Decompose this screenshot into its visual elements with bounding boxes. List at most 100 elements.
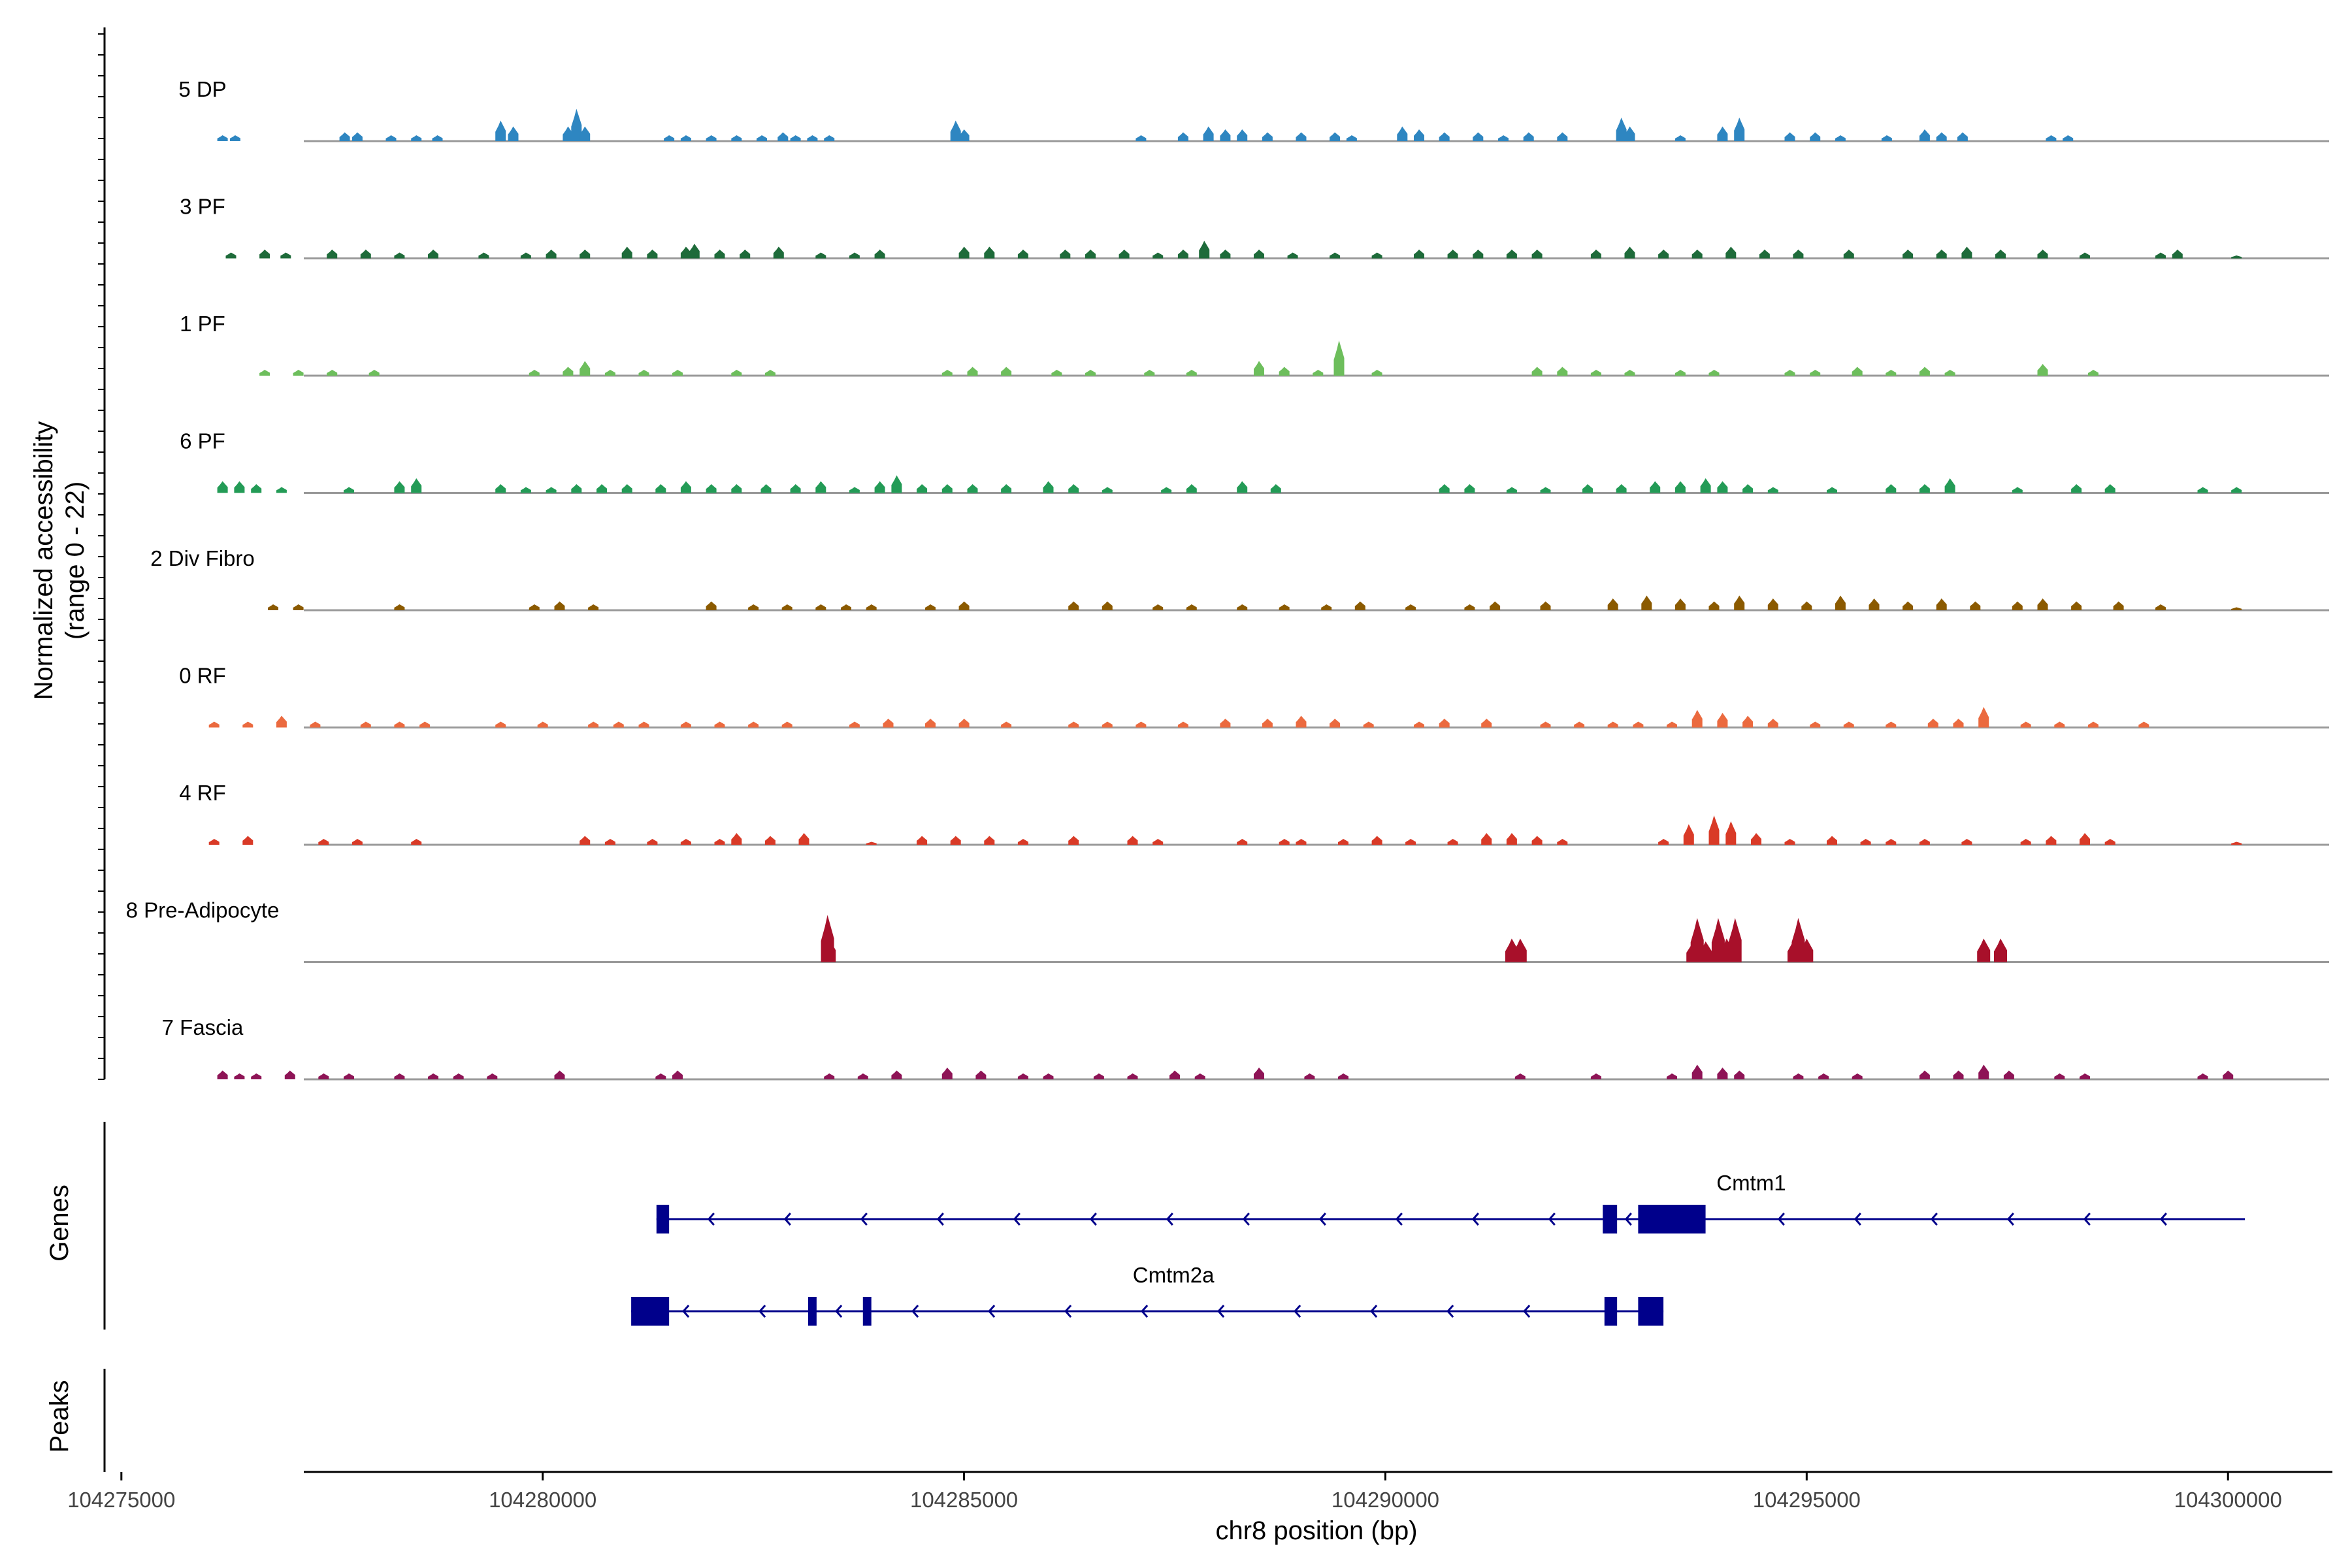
coverage-peak — [1093, 1073, 1104, 1079]
strand-arrow — [1395, 1213, 1403, 1226]
coverage-peak — [344, 487, 354, 493]
gene-label: Cmtm1 — [1716, 1171, 1786, 1195]
coverage-peak — [208, 839, 220, 845]
strand-arrow — [835, 1305, 843, 1318]
strand-arrow — [1854, 1213, 1861, 1226]
strand-arrow — [783, 1213, 791, 1226]
coverage-peak — [2046, 836, 2057, 845]
coverage-peak — [1127, 836, 1138, 845]
coverage-peak — [242, 836, 253, 845]
coverage-peak — [520, 487, 531, 493]
coverage-peak — [849, 487, 860, 493]
coverage-peak — [1017, 839, 1028, 845]
coverage-peak — [1506, 833, 1517, 845]
coverage-peak — [327, 370, 338, 376]
coverage-peak — [1523, 132, 1534, 141]
coverage-peak — [1961, 839, 1972, 845]
coverage-peak — [1734, 1070, 1745, 1079]
coverage-peak — [680, 481, 691, 493]
coverage-peak — [571, 484, 582, 493]
coverage-peak — [546, 250, 557, 259]
coverage-peak — [2231, 255, 2242, 259]
coverage-peak — [351, 839, 363, 845]
coverage-peak — [2012, 487, 2023, 493]
coverage-peak — [2071, 484, 2082, 493]
coverage-peak — [487, 1073, 498, 1079]
coverage-peak — [554, 1070, 565, 1079]
coverage-peak — [731, 370, 742, 376]
coverage-peak — [217, 1070, 228, 1079]
coverage-peak — [1144, 370, 1155, 376]
coverage-peak — [1254, 361, 1264, 376]
coverage-peak — [773, 246, 784, 259]
coverage-peak — [1810, 370, 1821, 376]
coverage-peak — [1017, 1073, 1028, 1079]
coverage-peak — [655, 1073, 666, 1079]
strand-arrow — [2006, 1213, 2014, 1226]
coverage-peak — [1633, 721, 1644, 728]
coverage-peak — [815, 481, 826, 493]
strand-arrow — [1294, 1305, 1301, 1318]
coverage-peak — [647, 839, 658, 845]
coverage-peak — [1001, 721, 1012, 728]
coverage-peak — [1237, 129, 1248, 141]
coverage-peak — [604, 839, 615, 845]
coverage-peak — [1557, 839, 1568, 845]
coverage-peak — [866, 841, 877, 845]
coverage-peak — [1177, 250, 1188, 259]
coverage-peak — [1220, 129, 1231, 141]
coverage-peak — [2197, 487, 2208, 493]
strand-arrow — [1777, 1213, 1785, 1226]
coverage-peak — [1624, 126, 1635, 141]
coverage-peak — [664, 135, 675, 141]
coverage-peak — [1957, 132, 1968, 141]
axes: 104275000 104280000 104285000 104290000 1042… — [67, 27, 2332, 1512]
y-axis-label-line1: Normalized accessibility — [29, 421, 58, 700]
coverage-peak — [731, 833, 742, 845]
gene-annotation-panel: Cmtm1 Cmtm2a — [631, 1171, 2246, 1326]
coverage-peak — [706, 484, 717, 493]
coverage-peak — [478, 252, 489, 259]
coverage-peak — [1464, 484, 1475, 493]
coverage-peak — [280, 252, 291, 259]
coverage-peak — [1699, 941, 1712, 962]
coverage-peak — [1784, 370, 1795, 376]
coverage-peak — [748, 721, 759, 728]
coverage-peak — [807, 135, 818, 141]
coverage-peak — [1102, 721, 1113, 728]
coverage-peak — [1717, 126, 1728, 141]
coverage-peak — [284, 1070, 295, 1079]
coverage-peak — [689, 244, 700, 259]
coverage-peak — [344, 1073, 354, 1079]
coverage-peak — [2231, 841, 2242, 845]
coverage-peak — [1262, 719, 1273, 728]
coverage-peak — [967, 367, 978, 376]
strand-arrow — [759, 1305, 766, 1318]
coverage-peak — [1304, 1073, 1315, 1079]
coverage-peak — [394, 604, 405, 610]
coverage-peak — [984, 246, 995, 259]
coverage-peak — [276, 715, 287, 728]
coverage-peak — [841, 604, 851, 610]
coverage-peak — [1641, 595, 1652, 610]
coverage-peak — [2037, 364, 2048, 376]
coverage-peak — [1161, 487, 1172, 493]
coverage-peak — [1936, 250, 1947, 259]
coverage-peak — [866, 604, 877, 610]
coverage-peak — [1447, 250, 1458, 259]
coverage-peak — [849, 252, 860, 259]
coverage-peak — [1186, 484, 1197, 493]
coverage-peak — [714, 839, 725, 845]
coverage-peak — [958, 601, 970, 610]
y-axis-label-line2: (range 0 - 22) — [61, 482, 90, 640]
coverage-peak — [891, 1070, 902, 1079]
coverage-peak — [1936, 598, 1947, 610]
coverage-peak — [1068, 484, 1079, 493]
coverage-peak — [1674, 370, 1686, 376]
coverage-peak — [680, 135, 691, 141]
track-4-rf: 4 RF — [179, 781, 2329, 846]
x-tick-label: 104300000 — [2174, 1488, 2282, 1512]
coverage-peak — [1835, 595, 1846, 610]
coverage-peak — [1085, 250, 1096, 259]
coverage-peak — [259, 250, 270, 259]
